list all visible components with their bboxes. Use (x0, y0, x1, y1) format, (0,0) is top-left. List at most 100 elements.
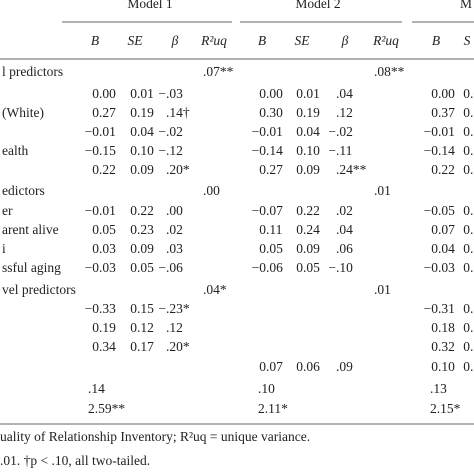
cell: 0. (463, 320, 473, 335)
column-header: β (341, 33, 349, 48)
cell: −0.03 (85, 260, 116, 275)
column-header: SE (128, 33, 144, 48)
cell: −.06 (158, 260, 183, 275)
footnote: .01. †p < .10, all two-tailed. (0, 453, 150, 468)
cell: 0.37 (431, 105, 455, 120)
cell: .03 (166, 241, 183, 256)
cell: 0.12 (130, 320, 154, 335)
column-header: B (91, 33, 99, 48)
footnote: uality of Relationship Inventory; R²uq =… (0, 429, 310, 444)
cell: 0.00 (92, 86, 116, 101)
cell: −.23* (158, 301, 189, 316)
cell: 0.03 (92, 241, 116, 256)
cell: −.02 (328, 124, 353, 139)
cell: 0.22 (296, 203, 320, 218)
cell: 0. (463, 339, 473, 354)
cell: 0.19 (92, 320, 116, 335)
row-label: l predictors (2, 64, 63, 79)
row-label: vel predictors (2, 282, 76, 297)
cell: .04 (336, 222, 353, 237)
cell: .08** (374, 64, 405, 79)
cell: 0.05 (259, 241, 283, 256)
cell: 0.09 (296, 241, 320, 256)
cell: .01 (374, 183, 391, 198)
cell: −0.06 (252, 260, 283, 275)
cell: 0.27 (92, 105, 116, 120)
column-header: R²uq (372, 33, 399, 48)
cell: 0.07 (259, 359, 283, 374)
cell: .12 (336, 105, 353, 120)
cell: −0.01 (424, 124, 455, 139)
model-header: Model 1 (127, 0, 172, 11)
cell: 0.22 (92, 162, 116, 177)
cell: 0.19 (130, 105, 154, 120)
column-header: B (258, 33, 266, 48)
cell: 0.05 (130, 260, 154, 275)
cell: 2.59** (88, 401, 125, 416)
cell: .12 (166, 320, 183, 335)
row-label: (White) (2, 105, 44, 120)
cell: 0.01 (130, 86, 154, 101)
cell: −0.03 (424, 260, 455, 275)
cell: .07** (203, 64, 234, 79)
cell: −0.33 (85, 301, 116, 316)
cell: −0.07 (252, 203, 283, 218)
cell: −0.15 (85, 143, 116, 158)
column-header: R²uq (200, 33, 227, 48)
cell: 2.15* (430, 401, 461, 416)
cell: .04* (203, 282, 227, 297)
cell: 0.00 (431, 86, 455, 101)
cell: .24** (336, 162, 367, 177)
cell: 0.15 (130, 301, 154, 316)
cell: .13 (430, 381, 447, 396)
model-header: Model 2 (295, 0, 340, 11)
cell: .09 (336, 359, 353, 374)
row-label: er (2, 203, 13, 218)
cell: −0.14 (252, 143, 283, 158)
cell: −0.14 (424, 143, 455, 158)
cell: 0.04 (296, 124, 320, 139)
cell: 0.32 (431, 339, 455, 354)
cell: 0.01 (296, 86, 320, 101)
cell: −.03 (158, 86, 183, 101)
column-header: B (432, 33, 440, 48)
cell: .04 (336, 86, 353, 101)
cell: −0.01 (85, 124, 116, 139)
cell: .01 (374, 282, 391, 297)
cell: 0.05 (92, 222, 116, 237)
cell: 0.04 (431, 241, 455, 256)
row-label: ssful aging (2, 260, 61, 275)
cell: 0. (463, 143, 473, 158)
cell: 0.19 (296, 105, 320, 120)
cell: −.02 (158, 124, 183, 139)
cell: 0. (463, 301, 473, 316)
column-header: β (171, 33, 179, 48)
cell: −0.01 (85, 203, 116, 218)
row-label: edictors (2, 183, 45, 198)
cell: .00 (166, 203, 183, 218)
cell: 0.09 (296, 162, 320, 177)
cell: 0. (463, 222, 473, 237)
cell: 0.17 (130, 339, 154, 354)
column-header: S (464, 33, 471, 48)
cell: 0.04 (130, 124, 154, 139)
cell: −.11 (328, 143, 352, 158)
cell: 0.22 (431, 162, 455, 177)
cell: 0.00 (259, 86, 283, 101)
cell: 0.10 (130, 143, 154, 158)
cell: .02 (336, 203, 353, 218)
cell: −0.31 (424, 301, 455, 316)
cell: 0.34 (92, 339, 116, 354)
cell: .14† (166, 105, 190, 120)
cell: 0. (463, 105, 473, 120)
cell: −0.05 (424, 203, 455, 218)
cell: 0. (463, 241, 473, 256)
cell: 0.06 (296, 359, 320, 374)
cell: .02 (166, 222, 183, 237)
cell: .20* (166, 162, 190, 177)
cell: 0. (463, 260, 473, 275)
cell: 0.24 (296, 222, 320, 237)
cell: 0.10 (296, 143, 320, 158)
